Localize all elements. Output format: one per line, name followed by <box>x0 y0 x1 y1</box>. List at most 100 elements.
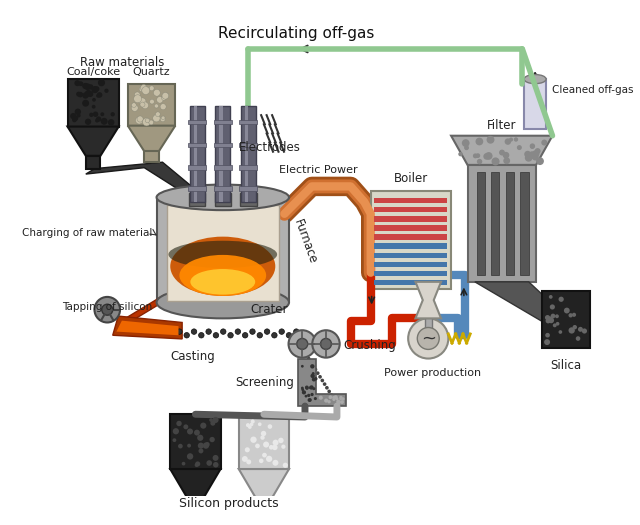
Bar <box>543 291 590 348</box>
Bar <box>244 106 248 202</box>
Circle shape <box>514 138 518 142</box>
Bar <box>170 414 221 469</box>
Circle shape <box>314 368 317 371</box>
Bar <box>374 262 447 267</box>
Circle shape <box>134 94 141 103</box>
Circle shape <box>308 398 312 402</box>
Circle shape <box>301 332 307 338</box>
Circle shape <box>132 103 136 108</box>
Circle shape <box>486 136 495 144</box>
Circle shape <box>321 339 332 350</box>
Circle shape <box>524 151 531 158</box>
Circle shape <box>312 330 340 358</box>
Circle shape <box>248 425 252 429</box>
Circle shape <box>477 159 483 164</box>
Bar <box>188 120 206 124</box>
Circle shape <box>534 151 539 156</box>
Circle shape <box>139 87 144 92</box>
Bar <box>188 143 206 147</box>
Circle shape <box>534 148 541 154</box>
Circle shape <box>321 379 324 382</box>
Circle shape <box>309 385 314 390</box>
Circle shape <box>532 150 540 157</box>
Circle shape <box>332 396 335 399</box>
Circle shape <box>268 424 272 429</box>
Circle shape <box>325 386 329 390</box>
Circle shape <box>330 393 333 397</box>
Text: Coal/coke: Coal/coke <box>66 67 120 77</box>
Bar <box>86 156 100 169</box>
Circle shape <box>77 92 83 98</box>
Circle shape <box>476 138 483 145</box>
Circle shape <box>305 386 308 390</box>
Circle shape <box>278 438 284 443</box>
Polygon shape <box>451 136 552 165</box>
Circle shape <box>150 99 154 104</box>
Circle shape <box>464 145 469 150</box>
Circle shape <box>246 423 250 427</box>
Bar <box>239 414 289 469</box>
Circle shape <box>100 118 108 125</box>
Circle shape <box>131 104 138 111</box>
Circle shape <box>209 418 213 422</box>
Circle shape <box>111 112 115 117</box>
Circle shape <box>269 445 273 449</box>
Circle shape <box>573 325 577 329</box>
Circle shape <box>246 459 252 465</box>
Circle shape <box>576 336 580 341</box>
Circle shape <box>177 329 182 334</box>
Ellipse shape <box>157 185 289 210</box>
Bar <box>188 186 206 191</box>
Circle shape <box>206 329 211 334</box>
Circle shape <box>548 317 552 321</box>
Bar <box>524 79 546 129</box>
Circle shape <box>327 390 331 393</box>
Circle shape <box>148 120 154 125</box>
Circle shape <box>250 437 257 443</box>
Bar <box>506 172 514 275</box>
Circle shape <box>328 395 332 399</box>
Bar <box>374 234 447 240</box>
Circle shape <box>250 423 253 426</box>
Circle shape <box>310 374 315 378</box>
Circle shape <box>92 98 96 102</box>
Circle shape <box>476 153 480 158</box>
Bar <box>214 120 232 124</box>
Circle shape <box>198 332 204 338</box>
Circle shape <box>157 97 163 103</box>
Bar <box>157 197 289 302</box>
Circle shape <box>530 144 534 149</box>
Circle shape <box>95 87 99 91</box>
Circle shape <box>88 84 93 90</box>
Circle shape <box>341 397 345 401</box>
Circle shape <box>312 364 315 368</box>
Bar <box>374 253 447 258</box>
Bar <box>239 186 257 191</box>
Bar <box>241 106 255 202</box>
Circle shape <box>532 154 539 161</box>
Bar <box>492 172 499 275</box>
Circle shape <box>141 102 148 109</box>
Ellipse shape <box>157 287 289 318</box>
Bar <box>214 143 232 147</box>
Circle shape <box>140 102 145 107</box>
Circle shape <box>517 145 522 150</box>
Circle shape <box>525 154 532 162</box>
Circle shape <box>312 372 315 375</box>
Bar <box>520 172 529 275</box>
Bar <box>239 165 257 170</box>
Ellipse shape <box>168 241 277 268</box>
Circle shape <box>195 463 198 467</box>
Polygon shape <box>113 316 182 339</box>
Circle shape <box>529 151 535 158</box>
Circle shape <box>244 447 250 453</box>
Circle shape <box>578 327 583 332</box>
Polygon shape <box>170 469 221 501</box>
Circle shape <box>283 463 288 468</box>
Text: Crushing: Crushing <box>343 339 396 352</box>
Circle shape <box>70 113 76 119</box>
Circle shape <box>97 92 102 98</box>
Text: Crater: Crater <box>250 303 288 316</box>
Circle shape <box>161 116 165 120</box>
Text: Screening: Screening <box>235 376 294 389</box>
